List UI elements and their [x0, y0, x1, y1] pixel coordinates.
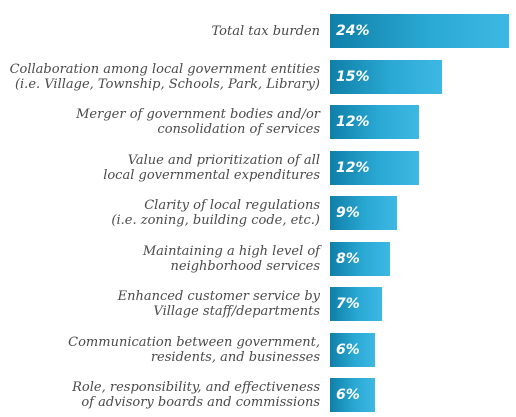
bar: 8%	[330, 241, 390, 276]
category-label-line: (i.e. zoning, building code, etc.)	[111, 213, 320, 228]
category-label-line: of advisory boards and commissions	[81, 395, 320, 410]
bar-value-label: 6%	[336, 387, 360, 403]
category-label: Clarity of local regulations (i.e. zoning…	[111, 198, 320, 228]
bar-value-label: 24%	[336, 23, 370, 39]
category-label-line: consolidation of services	[157, 122, 320, 137]
category-label-line: (i.e. Village, Township, Schools, Park, …	[14, 76, 320, 92]
category-label: Maintaining a high level of neighborhood …	[143, 244, 320, 274]
bar-value-label: 6%	[336, 341, 360, 358]
bar: 6%	[330, 378, 375, 412]
bar: 7%	[330, 287, 382, 321]
category-label-line: neighborhood services	[170, 258, 321, 274]
category-label: Collaboration among local government ent…	[10, 62, 320, 92]
category-label-line: Role, responsibility, and effectiveness	[72, 380, 320, 395]
category-label: Total tax burden	[212, 24, 321, 39]
category-label-line: residents, and businesses	[150, 349, 320, 365]
bar-value-label: 15%	[336, 68, 370, 85]
bar: 6%	[330, 332, 375, 367]
bar: 15%	[330, 59, 442, 94]
category-label-line: Communication between government,	[68, 334, 320, 350]
bar: 12%	[330, 150, 419, 185]
bar-value-label: 9%	[336, 205, 360, 221]
bar-value-label: 12%	[336, 159, 370, 176]
category-label-line: Clarity of local regulations	[144, 198, 320, 213]
bar-value-label: 8%	[336, 250, 360, 267]
category-label: Merger of government bodies and/or consol…	[76, 107, 320, 137]
category-label: Communication between government, residen…	[68, 335, 320, 365]
category-label-line: Merger of government bodies and/or	[76, 107, 320, 122]
category-label-line: Total tax burden	[211, 23, 321, 39]
category-label-line: Collaboration among local government ent…	[9, 61, 320, 77]
category-label-line: local governmental expenditures	[103, 167, 320, 183]
bar: 24%	[330, 14, 509, 48]
category-label-line: Maintaining a high level of	[142, 243, 320, 259]
category-label: Value and prioritization of all local gov…	[103, 153, 320, 183]
category-label-line: Village staff/departments	[153, 304, 320, 319]
category-label: Enhanced customer service by Village staf…	[118, 289, 320, 319]
bar-value-label: 7%	[336, 296, 360, 312]
category-label: Role, responsibility, and effectiveness o…	[72, 380, 320, 410]
bar: 9%	[330, 196, 397, 230]
bar: 12%	[330, 105, 419, 139]
category-label-line: Value and prioritization of all	[127, 152, 320, 168]
category-label-line: Enhanced customer service by	[117, 289, 320, 304]
bar-value-label: 12%	[336, 114, 370, 130]
